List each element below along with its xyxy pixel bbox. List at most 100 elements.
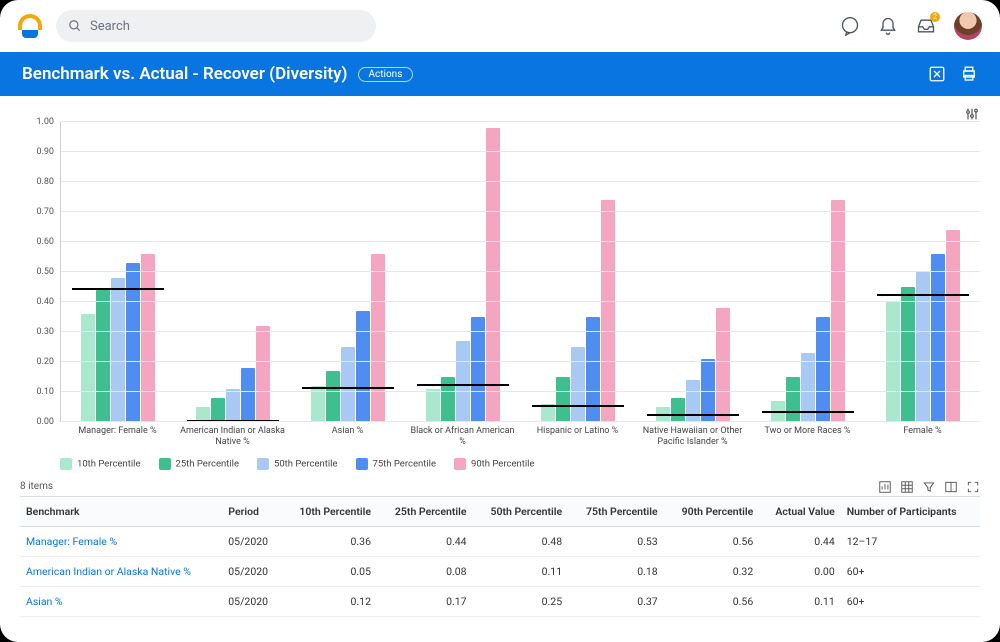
bar-p25[interactable] (96, 290, 110, 422)
column-header[interactable]: Number of Participants (841, 496, 980, 526)
legend-label: 75th Percentile (373, 458, 437, 469)
actual-marker (417, 384, 509, 386)
gridline (61, 271, 980, 272)
legend-label: 25th Percentile (176, 458, 240, 469)
bar-p25[interactable] (556, 377, 570, 422)
xlabel: Asian % (290, 422, 405, 448)
ytick: 0.30 (36, 327, 54, 337)
bar-p25[interactable] (671, 398, 685, 422)
gridline (61, 361, 980, 362)
bar-p50[interactable] (571, 347, 585, 422)
legend-swatch (159, 458, 171, 470)
bar-p50[interactable] (341, 347, 355, 422)
ytick: 0.90 (36, 147, 54, 157)
bar-p25[interactable] (211, 398, 225, 422)
search-input[interactable]: Search (56, 10, 376, 42)
cell-p50: 0.25 (473, 586, 569, 616)
legend-label: 10th Percentile (77, 458, 141, 469)
column-header[interactable]: 50th Percentile (473, 496, 569, 526)
column-header[interactable]: Benchmark (20, 496, 222, 526)
cell-actual: 0.44 (759, 526, 841, 556)
table-toggle-chart-icon[interactable] (878, 480, 892, 494)
cell-p75: 0.18 (568, 556, 664, 586)
bar-p90[interactable] (371, 254, 385, 422)
bar-p75[interactable] (816, 317, 830, 422)
bar-p90[interactable] (946, 230, 960, 422)
table-columns-icon[interactable] (944, 480, 958, 494)
benchmark-link[interactable]: Asian % (20, 586, 222, 616)
benchmark-link[interactable]: American Indian or Alaska Native % (20, 556, 222, 586)
table-filter-icon[interactable] (922, 480, 936, 494)
cell-p10: 0.12 (281, 586, 377, 616)
column-header[interactable]: 10th Percentile (281, 496, 377, 526)
column-header[interactable]: Period (222, 496, 281, 526)
column-header[interactable]: 25th Percentile (377, 496, 473, 526)
bar-p25[interactable] (901, 287, 915, 422)
chart-settings-icon[interactable] (964, 106, 980, 122)
cell-p25: 0.08 (377, 556, 473, 586)
bar-p25[interactable] (786, 377, 800, 422)
inbox-icon[interactable]: 2 (916, 16, 936, 36)
bar-p75[interactable] (471, 317, 485, 422)
gridline (61, 421, 980, 422)
table-grid-icon[interactable] (900, 480, 914, 494)
app-logo[interactable] (18, 14, 42, 38)
bar-p90[interactable] (831, 200, 845, 422)
cell-p25: 0.17 (377, 586, 473, 616)
chart-group (61, 122, 176, 422)
column-header[interactable]: Actual Value (759, 496, 841, 526)
legend-item[interactable]: 25th Percentile (159, 458, 240, 470)
search-placeholder: Search (90, 19, 130, 34)
legend-item[interactable]: 50th Percentile (257, 458, 338, 470)
table-fullscreen-icon[interactable] (966, 480, 980, 494)
bar-p50[interactable] (456, 341, 470, 422)
legend-item[interactable]: 90th Percentile (454, 458, 535, 470)
cell-actual: 0.00 (759, 556, 841, 586)
titlebar: Benchmark vs. Actual - Recover (Diversit… (0, 52, 1000, 96)
chart: 0.000.100.200.300.400.500.600.700.800.90… (20, 122, 980, 422)
cell-p10: 0.05 (281, 556, 377, 586)
bar-p75[interactable] (126, 263, 140, 422)
bar-p75[interactable] (241, 368, 255, 422)
bar-p90[interactable] (601, 200, 615, 422)
legend-item[interactable]: 10th Percentile (60, 458, 141, 470)
chart-group (521, 122, 636, 422)
chart-plot (60, 122, 980, 422)
data-table: BenchmarkPeriod10th Percentile25th Perce… (20, 496, 980, 617)
ytick: 0.00 (36, 417, 54, 427)
bar-p90[interactable] (141, 254, 155, 422)
cell-period: 05/2020 (222, 526, 281, 556)
page-title: Benchmark vs. Actual - Recover (Diversit… (22, 64, 348, 84)
cell-p50: 0.48 (473, 526, 569, 556)
bar-p75[interactable] (356, 311, 370, 422)
cell-participants: 60+ (841, 556, 980, 586)
column-header[interactable]: 90th Percentile (664, 496, 760, 526)
search-icon (68, 19, 82, 33)
ytick: 1.00 (36, 117, 54, 127)
cell-participants: 12–17 (841, 526, 980, 556)
gridline (61, 391, 980, 392)
chart-toolbar (20, 106, 980, 122)
legend-item[interactable]: 75th Percentile (356, 458, 437, 470)
bar-p10[interactable] (426, 389, 440, 422)
user-avatar[interactable] (954, 12, 982, 40)
table-row: Manager: Female %05/20200.360.440.480.53… (20, 526, 980, 556)
bar-p75[interactable] (931, 254, 945, 422)
notifications-icon[interactable] (878, 16, 898, 36)
bar-p25[interactable] (326, 371, 340, 422)
bar-p10[interactable] (886, 302, 900, 422)
cell-p25: 0.44 (377, 526, 473, 556)
export-excel-icon[interactable] (928, 65, 946, 83)
bar-p90[interactable] (486, 128, 500, 422)
benchmark-link[interactable]: Manager: Female % (20, 526, 222, 556)
chart-group (865, 122, 980, 422)
column-header[interactable]: 75th Percentile (568, 496, 664, 526)
bar-p90[interactable] (256, 326, 270, 422)
print-icon[interactable] (960, 65, 978, 83)
chat-icon[interactable] (840, 16, 860, 36)
cell-p90: 0.56 (664, 586, 760, 616)
bar-p90[interactable] (716, 308, 730, 422)
bar-p50[interactable] (111, 278, 125, 422)
bar-p50[interactable] (226, 389, 240, 422)
actions-button[interactable]: Actions (358, 67, 414, 82)
